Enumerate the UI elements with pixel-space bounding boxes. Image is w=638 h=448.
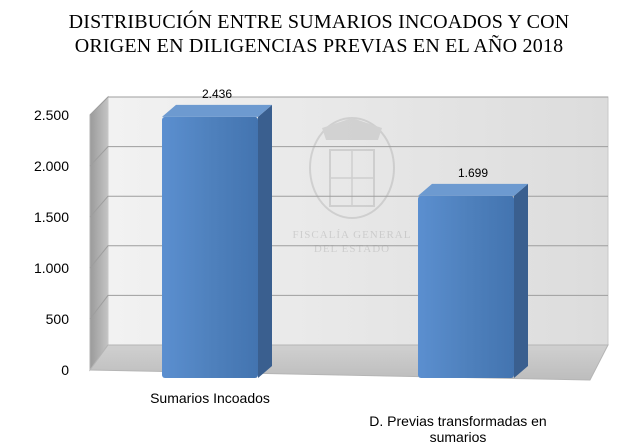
bar xyxy=(418,183,528,378)
watermark-emblem xyxy=(309,117,395,219)
y-tick-label: 500 xyxy=(46,311,70,327)
gridline xyxy=(89,96,608,116)
watermark-text-1: FISCALÍA GENERAL xyxy=(293,229,412,241)
chart-title: DISTRIBUCIÓN ENTRE SUMARIOS INCOADOS Y C… xyxy=(0,10,638,58)
chart-side-wall xyxy=(89,95,109,372)
y-tick-label: 2.500 xyxy=(34,107,69,123)
watermark-shield xyxy=(329,149,375,207)
watermark-seal: FISCALÍA GENERAL DEL ESTADO xyxy=(293,117,412,255)
gridline xyxy=(89,146,608,167)
bar-front xyxy=(418,195,514,378)
bar-side xyxy=(514,183,528,378)
data-label: 2.436 xyxy=(202,87,232,101)
watermark-crown xyxy=(322,118,382,140)
bar-side xyxy=(258,104,272,378)
bar-front xyxy=(162,116,258,378)
chart-title-line-2: ORIGEN EN DILIGENCIAS PREVIAS EN EL AÑO … xyxy=(74,35,564,57)
data-label: 1.699 xyxy=(458,166,488,180)
y-tick-label: 1.000 xyxy=(34,260,69,276)
y-tick-label: 1.500 xyxy=(34,209,69,225)
x-category-label: D. Previas transformadas en xyxy=(369,413,546,429)
x-category-label: sumarios xyxy=(430,429,487,445)
watermark-text-2: DEL ESTADO xyxy=(314,243,390,255)
x-category-label: Sumarios Incoados xyxy=(150,390,270,406)
bar-top xyxy=(162,104,272,117)
y-tick-label: 0 xyxy=(61,362,69,378)
bar xyxy=(162,104,272,378)
y-tick-label: 2.000 xyxy=(34,158,69,174)
bar-top xyxy=(418,183,528,196)
chart-title-line-1: DISTRIBUCIÓN ENTRE SUMARIOS INCOADOS Y C… xyxy=(68,11,570,33)
